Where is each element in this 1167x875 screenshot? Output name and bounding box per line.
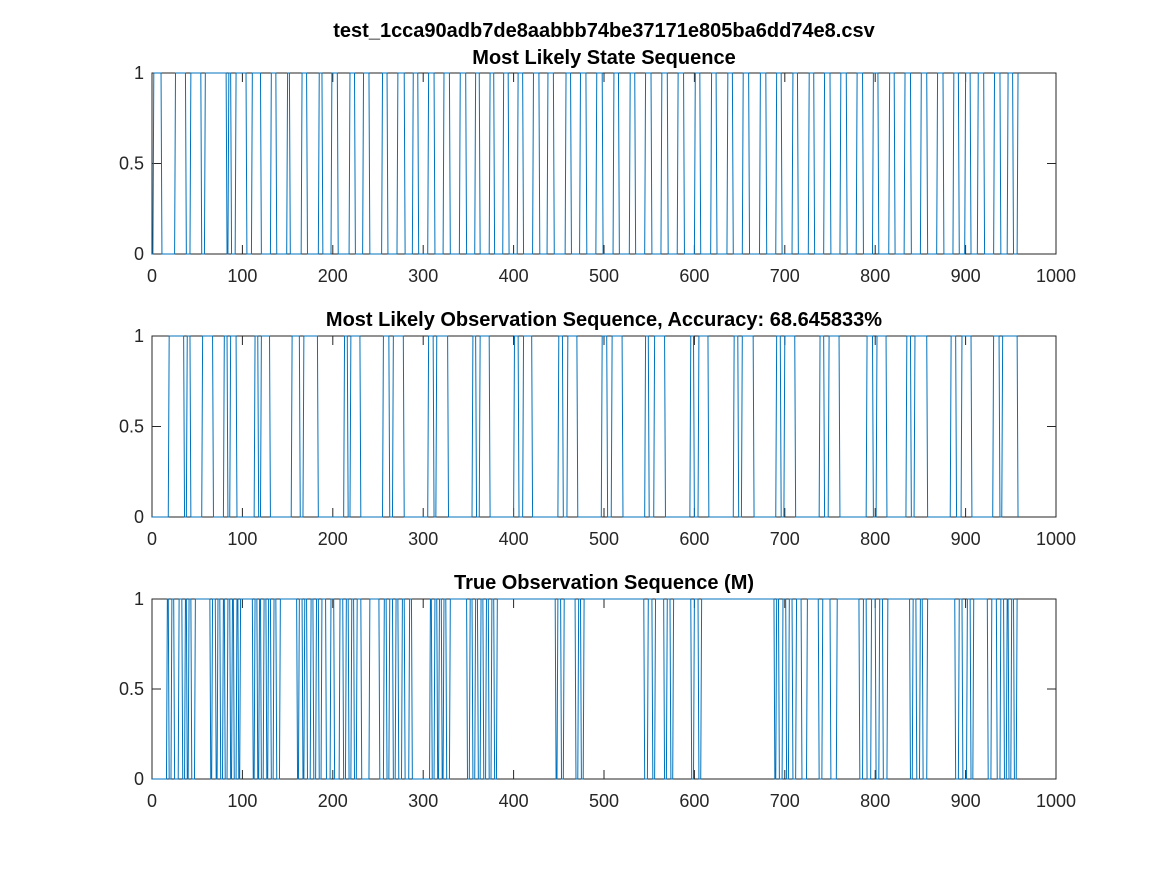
y-tick-label: 0 xyxy=(134,769,144,789)
x-tick-label: 100 xyxy=(227,791,257,811)
x-tick-label: 500 xyxy=(589,791,619,811)
state-sequence-panel: Most Likely State Sequence 0 100 200 300 400… xyxy=(119,47,1076,286)
x-tick-label: 1000 xyxy=(1036,529,1076,549)
y-tick-label: 1 xyxy=(134,589,144,609)
x-tick-label: 200 xyxy=(318,266,348,286)
figure-suptitle: test_1cca90adb7de8aabbb74be37171e805ba6d… xyxy=(333,20,875,42)
x-tick-label: 1000 xyxy=(1036,791,1076,811)
x-tick-label: 0 xyxy=(147,791,157,811)
y-tick-label: 0.5 xyxy=(119,417,144,437)
panel-title: Most Likely Observation Sequence, Accura… xyxy=(326,309,882,331)
x-tick-label: 600 xyxy=(679,266,709,286)
series-line xyxy=(152,598,1018,780)
y-tick-label: 0.5 xyxy=(119,679,144,699)
x-tick-label: 1000 xyxy=(1036,266,1076,286)
x-tick-label: 300 xyxy=(408,791,438,811)
x-tick-label: 300 xyxy=(408,266,438,286)
x-tick-label: 0 xyxy=(147,529,157,549)
x-tick-label: 100 xyxy=(227,266,257,286)
true-observation-panel: True Observation Sequence (M) 0 100 200 300… xyxy=(119,572,1076,811)
y-tick-label: 1 xyxy=(134,326,144,346)
x-tick-label: 300 xyxy=(408,529,438,549)
y-tick-label: 1 xyxy=(134,63,144,83)
series-line xyxy=(152,72,1019,255)
x-tick-label: 900 xyxy=(951,529,981,549)
x-tick-label: 700 xyxy=(770,529,800,549)
x-tick-label: 800 xyxy=(860,791,890,811)
series-line xyxy=(152,335,1019,518)
x-tick-label: 900 xyxy=(951,266,981,286)
x-tick-label: 200 xyxy=(318,529,348,549)
x-tick-label: 600 xyxy=(679,791,709,811)
x-tick-label: 400 xyxy=(499,266,529,286)
x-tick-label: 700 xyxy=(770,791,800,811)
panel-title: True Observation Sequence (M) xyxy=(454,572,754,594)
x-tick-label: 900 xyxy=(951,791,981,811)
axes-box xyxy=(151,335,1057,518)
x-tick-label: 200 xyxy=(318,791,348,811)
x-tick-label: 700 xyxy=(770,266,800,286)
x-tick-label: 500 xyxy=(589,266,619,286)
panel-title: Most Likely State Sequence xyxy=(472,47,735,69)
x-tick-label: 600 xyxy=(679,529,709,549)
observation-sequence-panel: Most Likely Observation Sequence, Accura… xyxy=(119,309,1076,549)
x-tick-label: 100 xyxy=(227,529,257,549)
y-tick-label: 0 xyxy=(134,244,144,264)
x-tick-label: 800 xyxy=(860,266,890,286)
x-tick-label: 0 xyxy=(147,266,157,286)
x-tick-label: 400 xyxy=(499,529,529,549)
x-tick-label: 400 xyxy=(499,791,529,811)
y-tick-label: 0 xyxy=(134,507,144,527)
y-tick-label: 0.5 xyxy=(119,154,144,174)
x-tick-label: 500 xyxy=(589,529,619,549)
x-tick-label: 800 xyxy=(860,529,890,549)
